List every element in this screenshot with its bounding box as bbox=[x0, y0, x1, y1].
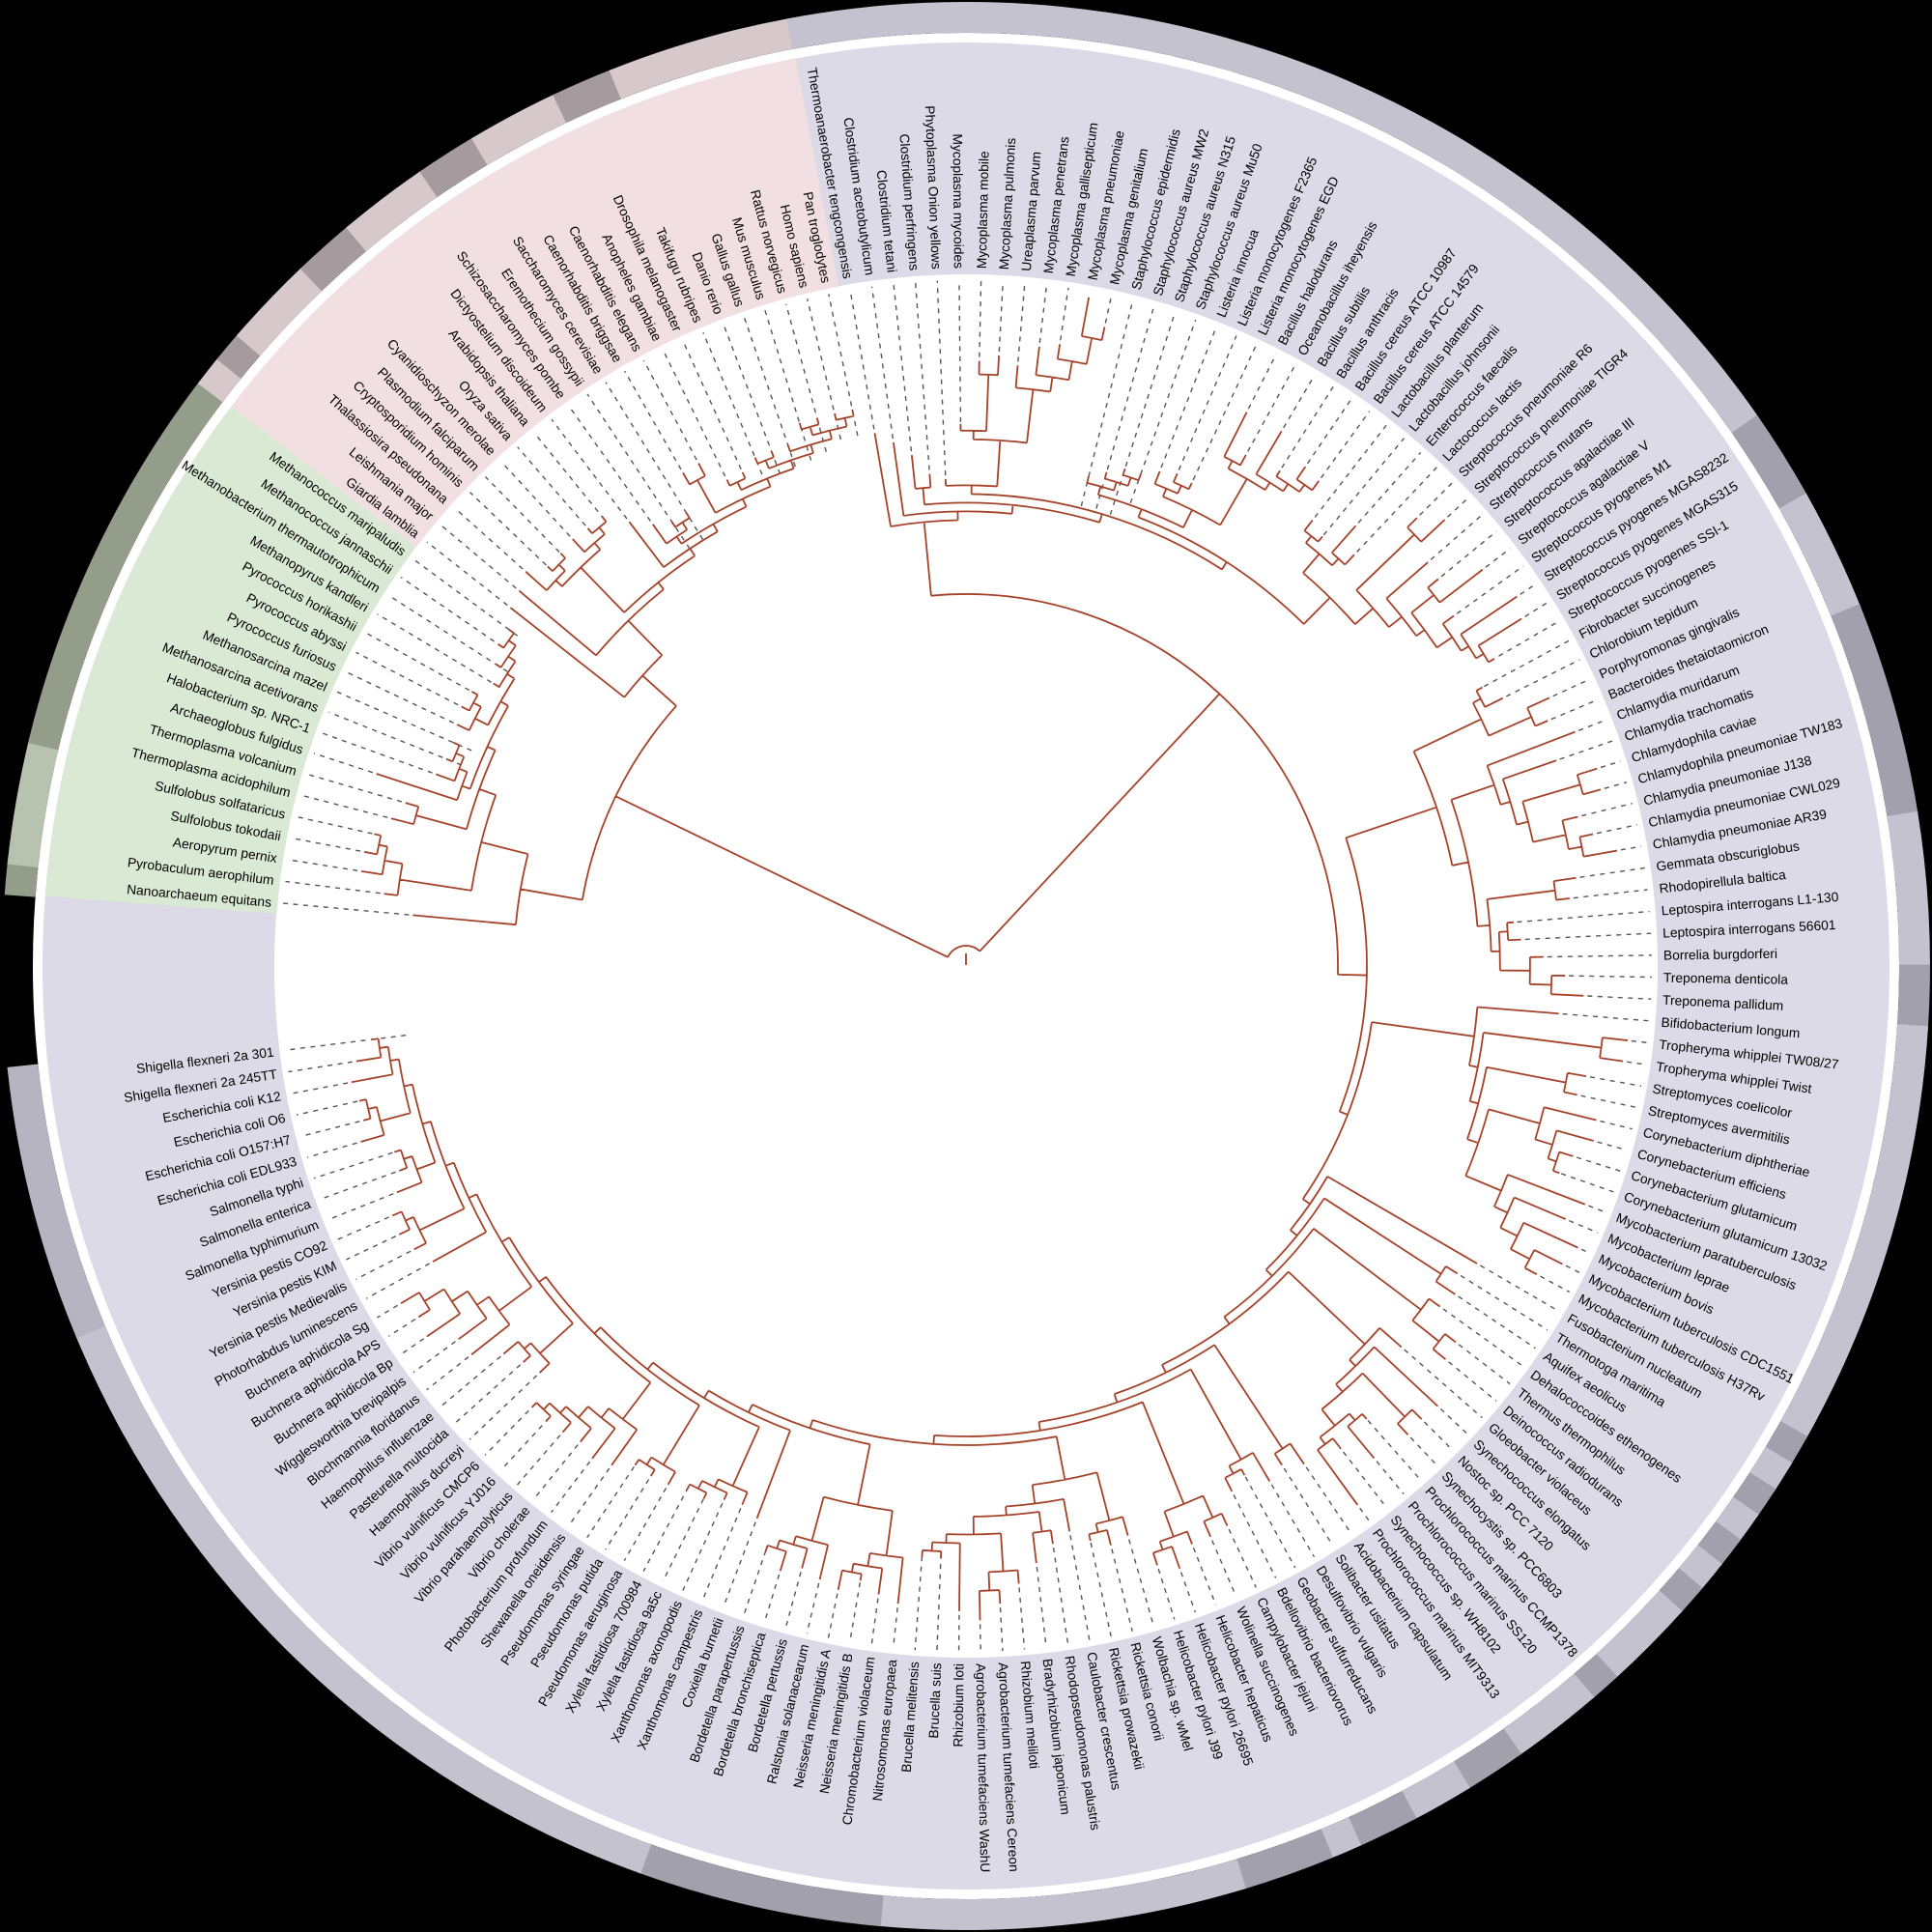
svg-text:Phytoplasma Onion yellows: Phytoplasma Onion yellows bbox=[923, 105, 944, 270]
svg-text:Mycoplasma mobile: Mycoplasma mobile bbox=[975, 151, 992, 270]
svg-text:Treponema pallidum: Treponema pallidum bbox=[1662, 993, 1784, 1013]
svg-text:Rhizobium loti: Rhizobium loti bbox=[952, 1663, 967, 1747]
svg-text:Mycoplasma mycoides: Mycoplasma mycoides bbox=[950, 133, 965, 269]
svg-text:Treponema denticola: Treponema denticola bbox=[1663, 971, 1789, 987]
svg-text:Agrobacterium tumefaciens Wash: Agrobacterium tumefaciens WashU bbox=[974, 1663, 993, 1873]
svg-text:Mycoplasma pulmonis: Mycoplasma pulmonis bbox=[997, 137, 1018, 270]
svg-text:Brucella suis: Brucella suis bbox=[926, 1662, 944, 1739]
svg-text:Borrelia burgdorferi: Borrelia burgdorferi bbox=[1663, 947, 1777, 963]
